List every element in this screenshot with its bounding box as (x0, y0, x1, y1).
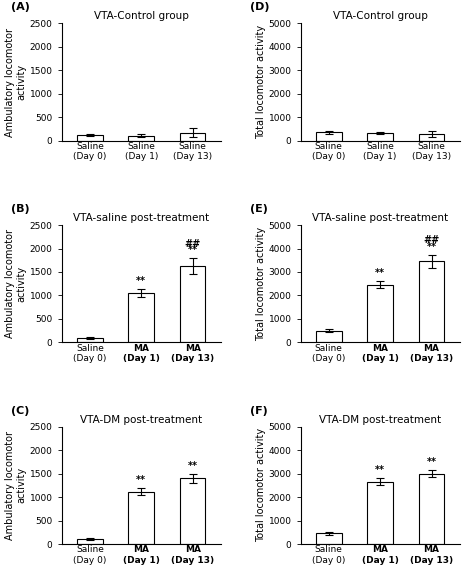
Y-axis label: Total locomotor activity: Total locomotor activity (255, 226, 266, 341)
Bar (316, 132, 342, 140)
Text: **: ** (375, 466, 385, 476)
Y-axis label: Total locomotor activity: Total locomotor activity (255, 25, 266, 139)
Title: VTA-DM post-treatment: VTA-DM post-treatment (319, 415, 441, 425)
Bar (128, 293, 154, 342)
Bar (419, 261, 444, 342)
Bar (367, 482, 393, 544)
Bar (316, 331, 342, 342)
Text: **: ** (375, 269, 385, 278)
Bar (180, 266, 205, 342)
Bar (180, 479, 205, 544)
Y-axis label: Ambulatory locomotor
activity: Ambulatory locomotor activity (5, 229, 27, 338)
Text: **: ** (188, 246, 198, 256)
Bar (77, 338, 103, 342)
Bar (367, 133, 393, 140)
Y-axis label: Ambulatory locomotor
activity: Ambulatory locomotor activity (5, 27, 27, 136)
Bar (128, 136, 154, 140)
Y-axis label: Total locomotor activity: Total locomotor activity (255, 428, 266, 542)
Text: ##: ## (423, 236, 440, 246)
Text: **: ** (188, 461, 198, 471)
Text: **: ** (136, 277, 146, 287)
Text: **: ** (427, 242, 437, 252)
Bar (367, 285, 393, 342)
Title: VTA-saline post-treatment: VTA-saline post-treatment (312, 213, 448, 223)
Text: (F): (F) (249, 405, 267, 416)
Text: ##: ## (184, 239, 201, 249)
Text: (A): (A) (10, 2, 29, 12)
Title: VTA-DM post-treatment: VTA-DM post-treatment (80, 415, 202, 425)
Text: (B): (B) (10, 204, 29, 214)
Bar (180, 133, 205, 140)
Bar (77, 135, 103, 140)
Bar (419, 134, 444, 140)
Text: **: ** (427, 457, 437, 467)
Text: (D): (D) (249, 2, 269, 12)
Title: VTA-Control group: VTA-Control group (333, 11, 428, 21)
Bar (128, 491, 154, 544)
Bar (316, 534, 342, 544)
Text: **: ** (136, 475, 146, 485)
Text: (E): (E) (249, 204, 267, 214)
Title: VTA-saline post-treatment: VTA-saline post-treatment (73, 213, 210, 223)
Bar (419, 474, 444, 544)
Title: VTA-Control group: VTA-Control group (94, 11, 189, 21)
Text: (C): (C) (10, 405, 29, 416)
Y-axis label: Ambulatory locomotor
activity: Ambulatory locomotor activity (5, 431, 27, 540)
Bar (77, 539, 103, 544)
